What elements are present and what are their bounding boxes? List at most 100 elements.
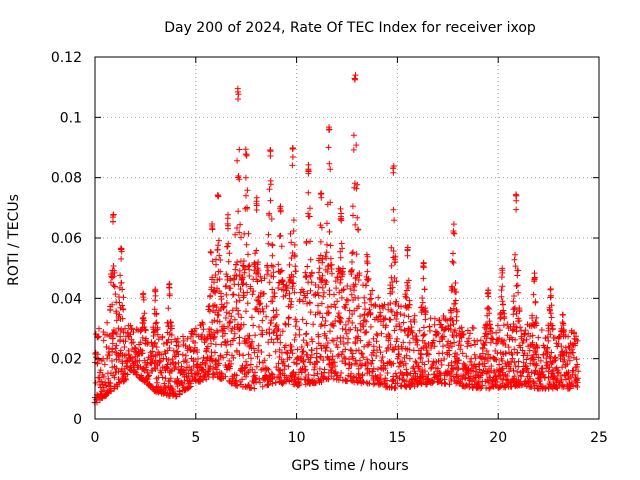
data-point — [311, 372, 317, 379]
data-point — [403, 366, 410, 373]
data-point — [246, 266, 253, 273]
data-point — [390, 163, 397, 169]
data-point — [342, 321, 349, 328]
data-point — [112, 345, 119, 352]
data-point — [413, 333, 420, 340]
data-point — [117, 347, 124, 354]
data-point — [140, 290, 147, 297]
data-point — [352, 221, 359, 228]
data-point — [457, 342, 464, 349]
data-point — [119, 360, 126, 367]
data-point — [319, 272, 326, 279]
data-point — [291, 336, 298, 343]
data-point — [366, 380, 373, 387]
data-point — [236, 297, 243, 304]
data-point — [296, 331, 303, 338]
data-point — [342, 305, 349, 311]
data-point — [348, 291, 355, 298]
data-point — [364, 365, 371, 372]
data-point — [414, 337, 421, 344]
data-point — [204, 343, 211, 350]
data-point — [454, 360, 461, 367]
data-point — [390, 360, 397, 367]
data-point — [296, 326, 303, 333]
data-point — [227, 285, 234, 292]
data-point — [250, 288, 257, 295]
data-point — [233, 273, 240, 280]
data-point — [319, 256, 326, 263]
data-point — [337, 276, 344, 283]
data-point — [266, 186, 273, 193]
data-point — [292, 323, 299, 330]
data-point — [265, 339, 272, 346]
data-point — [421, 361, 428, 368]
data-point — [339, 271, 346, 278]
data-point — [319, 314, 326, 321]
data-point — [300, 337, 307, 344]
data-point — [401, 312, 408, 319]
y-tick-label: 0.1 — [60, 110, 82, 126]
data-point — [214, 329, 221, 336]
data-point — [565, 353, 572, 360]
data-point — [354, 214, 361, 221]
data-point — [534, 345, 541, 351]
data-point — [377, 309, 384, 316]
data-point — [236, 267, 243, 274]
data-point — [470, 325, 477, 332]
data-point — [488, 363, 495, 369]
data-point — [511, 346, 518, 353]
data-point — [433, 373, 440, 380]
data-point — [298, 344, 305, 350]
data-point — [324, 268, 331, 275]
data-point — [243, 358, 249, 365]
data-point — [267, 147, 274, 154]
data-point — [452, 297, 459, 304]
data-point — [307, 205, 313, 212]
data-point — [236, 340, 243, 347]
data-point — [390, 206, 397, 213]
data-point — [393, 316, 400, 322]
data-point — [552, 357, 559, 364]
data-point — [315, 292, 322, 299]
data-point — [528, 383, 535, 390]
data-point — [196, 376, 203, 382]
data-point — [522, 327, 529, 334]
data-point — [458, 324, 465, 331]
data-point — [233, 347, 240, 354]
data-point — [337, 248, 344, 255]
data-point — [243, 241, 250, 248]
data-point — [485, 304, 492, 311]
data-point — [441, 333, 448, 340]
data-point — [548, 349, 555, 356]
data-point — [271, 290, 278, 297]
data-point — [503, 350, 509, 357]
data-point — [419, 366, 426, 373]
data-point — [363, 318, 370, 325]
data-point — [275, 285, 282, 291]
data-point — [310, 321, 317, 328]
data-point — [227, 341, 234, 348]
data-point — [391, 346, 398, 353]
data-point — [252, 250, 259, 257]
data-point — [574, 361, 581, 368]
data-point — [299, 358, 306, 365]
data-point — [357, 326, 364, 333]
data-point — [326, 160, 333, 167]
data-point — [255, 347, 262, 354]
data-point — [124, 371, 131, 378]
data-point — [366, 296, 373, 303]
data-point — [242, 151, 249, 158]
data-point — [447, 340, 454, 347]
data-point — [318, 321, 325, 328]
data-point — [362, 306, 369, 313]
data-point — [306, 213, 313, 220]
data-point — [289, 162, 296, 169]
data-point — [118, 280, 125, 286]
data-point — [209, 226, 216, 233]
data-point — [187, 383, 194, 390]
data-point — [488, 325, 495, 332]
data-point — [305, 161, 312, 168]
data-point — [157, 358, 164, 365]
data-point — [364, 342, 371, 349]
data-point — [237, 221, 244, 228]
